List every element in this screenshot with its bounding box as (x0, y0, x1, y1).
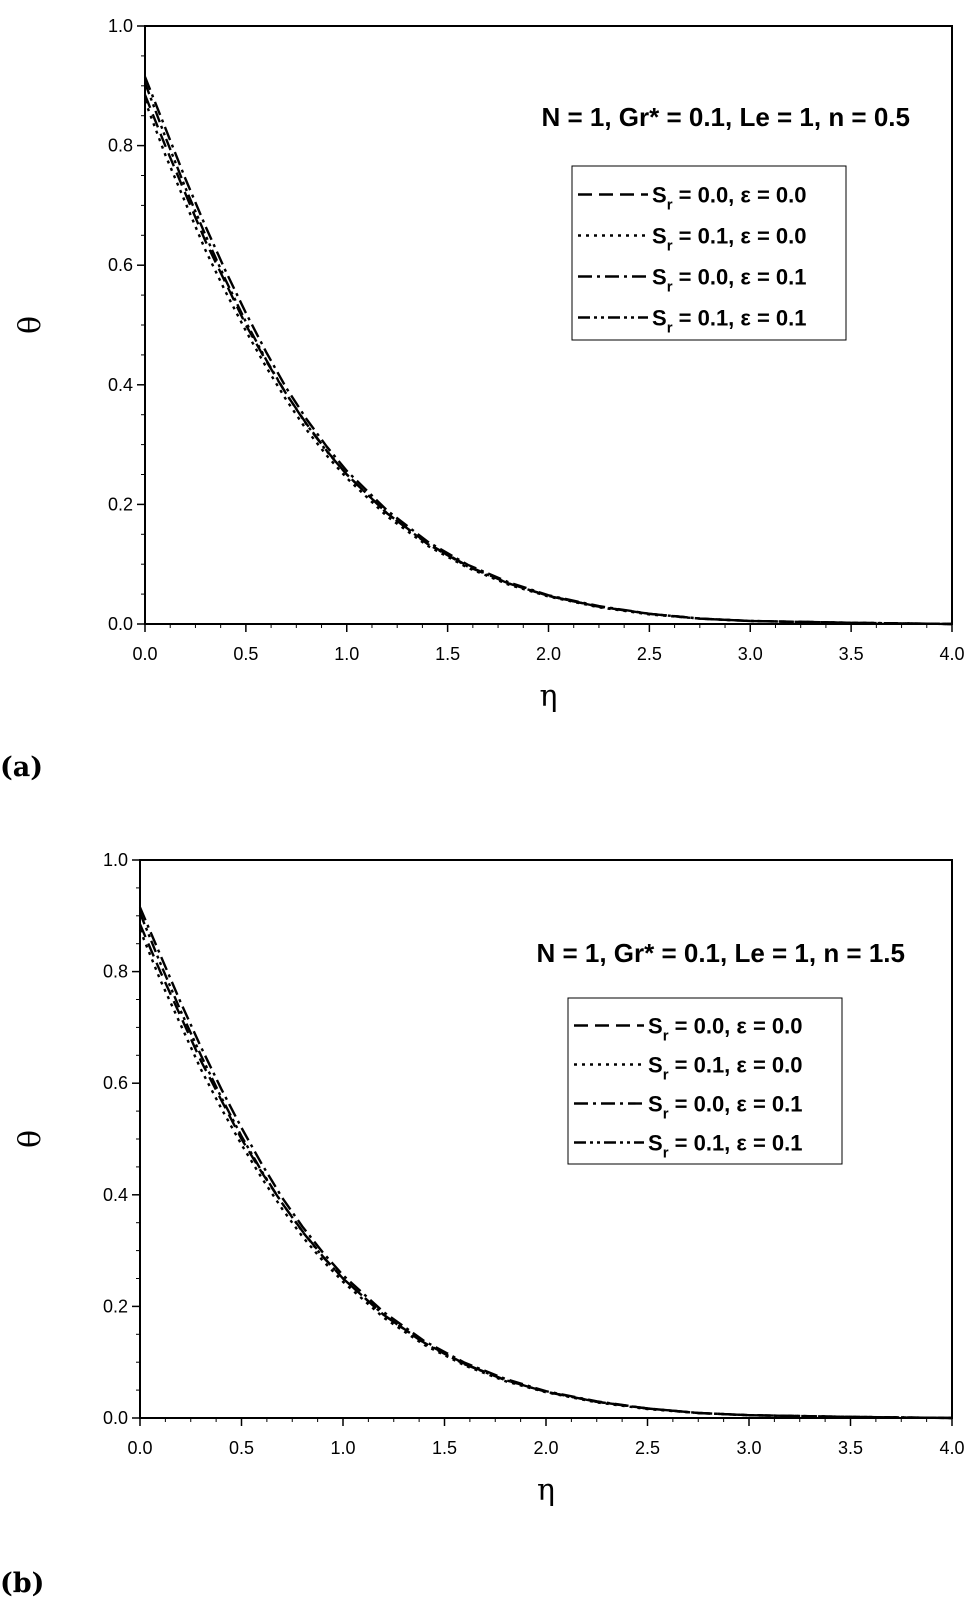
legend-entry-1: Sr = 0.0, ε = 0.0 (652, 183, 807, 214)
x-tick-label: 1.5 (435, 644, 460, 664)
series-line-4 (138, 912, 953, 1420)
legend-entry-1: Sr = 0.0, ε = 0.0 (648, 1014, 803, 1045)
y-tick-label: 0.0 (103, 1408, 128, 1428)
chart-a: 0.0 0.5 1.0 1.5 2.0 2.5 3.0 3.5 4.0 0.0 0.2 0.4 0.6 0… (13, 16, 965, 714)
y-tick-label: 0.2 (108, 494, 133, 514)
y-tick-label: 0.4 (108, 375, 133, 395)
y-tick-label: 0.8 (108, 136, 133, 156)
y-tick-label: 1.0 (103, 850, 128, 870)
x-tick-label: 2.5 (635, 1438, 660, 1458)
x-tick-label: 4.0 (939, 644, 964, 664)
y-axis-title: θ (13, 1130, 48, 1148)
series-line-3 (143, 76, 953, 626)
x-tick-label: 3.5 (839, 644, 864, 664)
y-tick-label: 0.6 (108, 255, 133, 275)
x-tick-label: 3.5 (838, 1438, 863, 1458)
x-tick-label: 1.5 (432, 1438, 457, 1458)
y-tick-label: 0.0 (108, 614, 133, 634)
y-tick-label: 0.8 (103, 962, 128, 982)
x-tick-label: 0.0 (127, 1438, 152, 1458)
legend-entry-3: Sr = 0.0, ε = 0.1 (652, 265, 807, 296)
x-tick-label: 1.0 (334, 644, 359, 664)
x-tick-label: 1.0 (330, 1438, 355, 1458)
x-tick-label: 4.0 (939, 1438, 964, 1458)
y-axis-title: θ (13, 316, 48, 334)
legend-box (571, 165, 847, 341)
x-tick-label: 3.0 (736, 1438, 761, 1458)
chart-annotation: N = 1, Gr* = 0.1, Le = 1, n = 1.5 (536, 938, 905, 968)
x-tick-label: 0.0 (132, 644, 157, 664)
x-tick-label: 2.0 (536, 644, 561, 664)
legend-entry-4: Sr = 0.1, ε = 0.1 (652, 306, 807, 337)
x-tick-label: 3.0 (738, 644, 763, 664)
y-tick-label: 0.6 (103, 1073, 128, 1093)
x-axis-title: η (540, 679, 558, 714)
legend-box (567, 997, 843, 1165)
series-line-1 (138, 923, 953, 1420)
series-line-2 (143, 100, 953, 626)
x-tick-label: 0.5 (233, 644, 258, 664)
y-tick-label: 0.2 (103, 1296, 128, 1316)
chart-b: 0.0 0.5 1.0 1.5 2.0 2.5 3.0 3.5 4.0 0.0 0.2 0.4 0.6 0… (13, 850, 965, 1508)
legend-entry-3: Sr = 0.0, ε = 0.1 (648, 1092, 803, 1123)
x-tick-label: 0.5 (229, 1438, 254, 1458)
legend-entry-2: Sr = 0.1, ε = 0.0 (648, 1053, 803, 1084)
legend-entry-2: Sr = 0.1, ε = 0.0 (652, 224, 807, 255)
panel-label-b: (b) (0, 1568, 45, 1599)
legend-entry-4: Sr = 0.1, ε = 0.1 (648, 1131, 803, 1162)
x-tick-label: 2.0 (533, 1438, 558, 1458)
x-tick-label: 2.5 (637, 644, 662, 664)
panel-label-a: (a) (0, 752, 44, 783)
series-line-4 (143, 82, 953, 626)
y-tick-label: 1.0 (108, 16, 133, 36)
chart-annotation: N = 1, Gr* = 0.1, Le = 1, n = 0.5 (541, 102, 910, 132)
x-axis-title: η (537, 1473, 555, 1508)
y-tick-label: 0.4 (103, 1185, 128, 1205)
